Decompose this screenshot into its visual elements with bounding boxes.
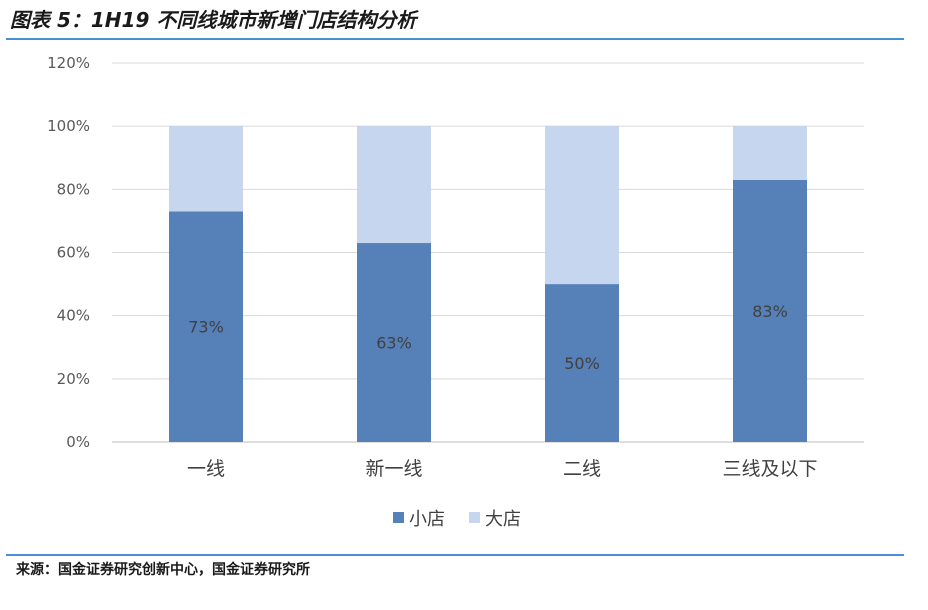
y-tick-label: 60% [57, 244, 90, 262]
x-category-label: 二线 [563, 458, 601, 480]
y-tick-label: 20% [57, 370, 90, 388]
bar-large-store [545, 126, 619, 285]
source-note: 来源：国金证券研究创新中心，国金证券研究所 [16, 562, 310, 578]
data-label: 73% [188, 318, 224, 337]
x-category-label: 新一线 [365, 458, 422, 480]
bar-large-store [733, 126, 807, 180]
x-category-label: 三线及以下 [722, 458, 817, 480]
bar-small-store [357, 243, 431, 442]
legend-swatch-large-store [469, 512, 480, 523]
y-tick-label: 80% [57, 180, 90, 198]
y-tick-label: 120% [47, 54, 90, 72]
y-tick-label: 100% [47, 117, 90, 135]
data-label: 63% [376, 334, 412, 353]
data-label: 83% [752, 302, 788, 321]
bar-small-store [169, 211, 243, 442]
source-divider [6, 554, 904, 556]
data-label: 50% [564, 354, 600, 373]
stacked-bar-chart: 0% 20% 40% 60% 80% 100% 120% 73% 一线 63% 新一线 50% 二线 83… [47, 54, 864, 530]
bar-small-store [733, 179, 807, 442]
title-divider [6, 38, 904, 40]
legend-label-large-store: 大店 [485, 509, 521, 530]
figure-title: 图表 5：1H19 不同线城市新增门店结构分析 [10, 8, 417, 32]
legend-swatch-small-store [393, 512, 404, 523]
legend-label-small-store: 小店 [409, 509, 445, 530]
bar-large-store [169, 126, 243, 212]
x-category-label: 一线 [187, 458, 225, 480]
bar-small-store [545, 284, 619, 442]
y-tick-label: 40% [57, 307, 90, 325]
bar-large-store [357, 126, 431, 244]
y-tick-label: 0% [66, 433, 90, 451]
